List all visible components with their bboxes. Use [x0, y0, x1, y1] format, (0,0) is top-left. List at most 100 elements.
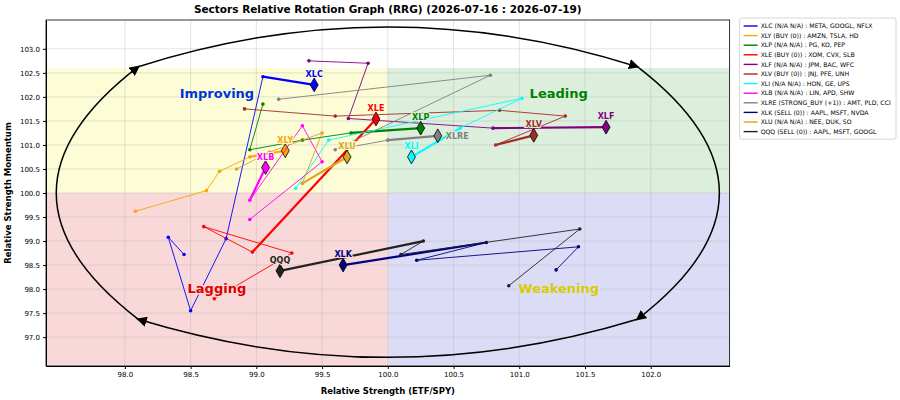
y-grid-line [46, 337, 730, 338]
trail-point [327, 138, 331, 142]
y-tick-label: 98.5 [24, 262, 40, 270]
trail-point [301, 124, 305, 128]
x-tick-mark [388, 366, 389, 369]
x-tick-mark [519, 366, 520, 369]
legend-swatch [744, 45, 758, 46]
series-end-label: XLV [526, 120, 543, 129]
y-tick: 101.0 [20, 142, 46, 150]
end-marker [262, 161, 270, 175]
y-grid-line [46, 193, 730, 194]
trail-point [333, 148, 337, 152]
x-tick: 102.0 [641, 366, 661, 379]
trail-line [250, 126, 322, 220]
trail-point [301, 182, 305, 186]
x-tick: 100.0 [378, 366, 398, 379]
series-end-label: XLE [368, 104, 385, 113]
legend-label: XLF (N/A N/A) : JPM, BAC, WFC [761, 61, 854, 69]
series-trail [248, 102, 425, 151]
trail-point [415, 258, 419, 262]
trail-point [578, 227, 582, 231]
y-tick: 102.5 [20, 70, 46, 78]
trail-point [507, 284, 511, 288]
y-tick-mark [43, 49, 46, 50]
trail-head [496, 135, 534, 145]
x-tick: 101.0 [510, 366, 530, 379]
quadrant [46, 68, 388, 193]
legend: XLC (N/A N/A) : META, GOOGL, NFLXXLY (BU… [740, 18, 896, 139]
trail-point [458, 126, 462, 130]
end-marker [310, 78, 318, 92]
y-tick: 100.0 [20, 190, 46, 198]
y-tick: 97.0 [24, 334, 46, 342]
trail-point [489, 73, 493, 77]
y-axis-line [46, 21, 47, 367]
x-tick-label: 98.0 [118, 371, 134, 379]
y-grid-line [46, 144, 730, 145]
y-tick: 98.0 [24, 286, 46, 294]
x-tick-label: 98.5 [183, 371, 199, 379]
legend-label: XLV (BUY (0)) : JNJ, PFE, UNH [761, 70, 850, 78]
legend-swatch [744, 112, 758, 113]
series-trail [134, 144, 290, 213]
y-tick: 100.5 [20, 166, 46, 174]
trail-point [189, 309, 193, 313]
trail-point [261, 102, 265, 106]
quadrant-label: Improving [180, 86, 255, 101]
trail-point [320, 160, 324, 164]
y-grid-line [46, 313, 730, 314]
series-end-label: XLC [306, 70, 323, 79]
trail-line [168, 77, 263, 311]
trail-point [491, 126, 495, 130]
legend-label: XLC (N/A N/A) : META, GOOGL, NFLX [761, 22, 874, 29]
cycle-arrow [56, 67, 138, 320]
y-tick: 99.0 [24, 238, 46, 246]
trail-point [307, 59, 311, 63]
y-tick-label: 98.0 [24, 286, 40, 294]
y-tick-mark [43, 193, 46, 194]
trail-point [347, 117, 351, 121]
trail-point [399, 253, 403, 257]
legend-swatch [744, 54, 758, 55]
rotation-cycle [56, 27, 719, 357]
y-tick-mark [43, 289, 46, 290]
legend-swatch [744, 64, 758, 65]
chart-title: Sectors Relative Rotation Graph (RRG) (2… [194, 3, 582, 15]
x-tick-label: 101.5 [575, 371, 595, 379]
trail-point [563, 114, 567, 118]
y-tick-mark [43, 73, 46, 74]
trail-point [243, 107, 247, 111]
series-trail [307, 59, 610, 134]
end-marker [276, 264, 284, 278]
legend-swatch [744, 131, 758, 132]
y-grid-line [46, 48, 730, 49]
series-end-label: XLRE [446, 132, 469, 141]
series-end-label: XLI [404, 142, 418, 151]
y-tick: 102.0 [20, 94, 46, 102]
y-tick-mark [43, 265, 46, 266]
legend-label: XLI (N/A N/A) : HON, GE, UPS [761, 80, 850, 87]
trail-head [388, 136, 438, 140]
y-grid-line [46, 241, 730, 242]
series-labels: XLCXLYXLPXLEXLFXLVXLIXLBXLREXLKXLUQQQ [257, 70, 615, 265]
y-axis-title: Relative Strength Momentum [3, 122, 13, 264]
trail-point [494, 143, 498, 147]
series-marks [134, 59, 610, 312]
legend-label: XLK (SELL (0)) : AAPL, MSFT, NVDA [761, 109, 870, 116]
trail-head [351, 128, 421, 133]
trail-point [205, 189, 209, 193]
y-tick-mark [43, 313, 46, 314]
series-end-label: XLF [598, 112, 615, 121]
legend-swatch [744, 92, 758, 93]
cycle-arrow [138, 319, 637, 357]
end-marker [434, 129, 442, 143]
y-tick: 98.5 [24, 262, 46, 270]
trail-line [401, 229, 580, 286]
quadrant-label: Weakening [518, 281, 599, 296]
y-grid-line [46, 217, 730, 218]
cycle-arrow [637, 67, 719, 320]
series-trail [202, 112, 380, 300]
end-marker [407, 150, 415, 164]
plot-frame [46, 20, 730, 366]
y-tick-label: 102.0 [20, 94, 40, 102]
y-tick-mark [43, 217, 46, 218]
